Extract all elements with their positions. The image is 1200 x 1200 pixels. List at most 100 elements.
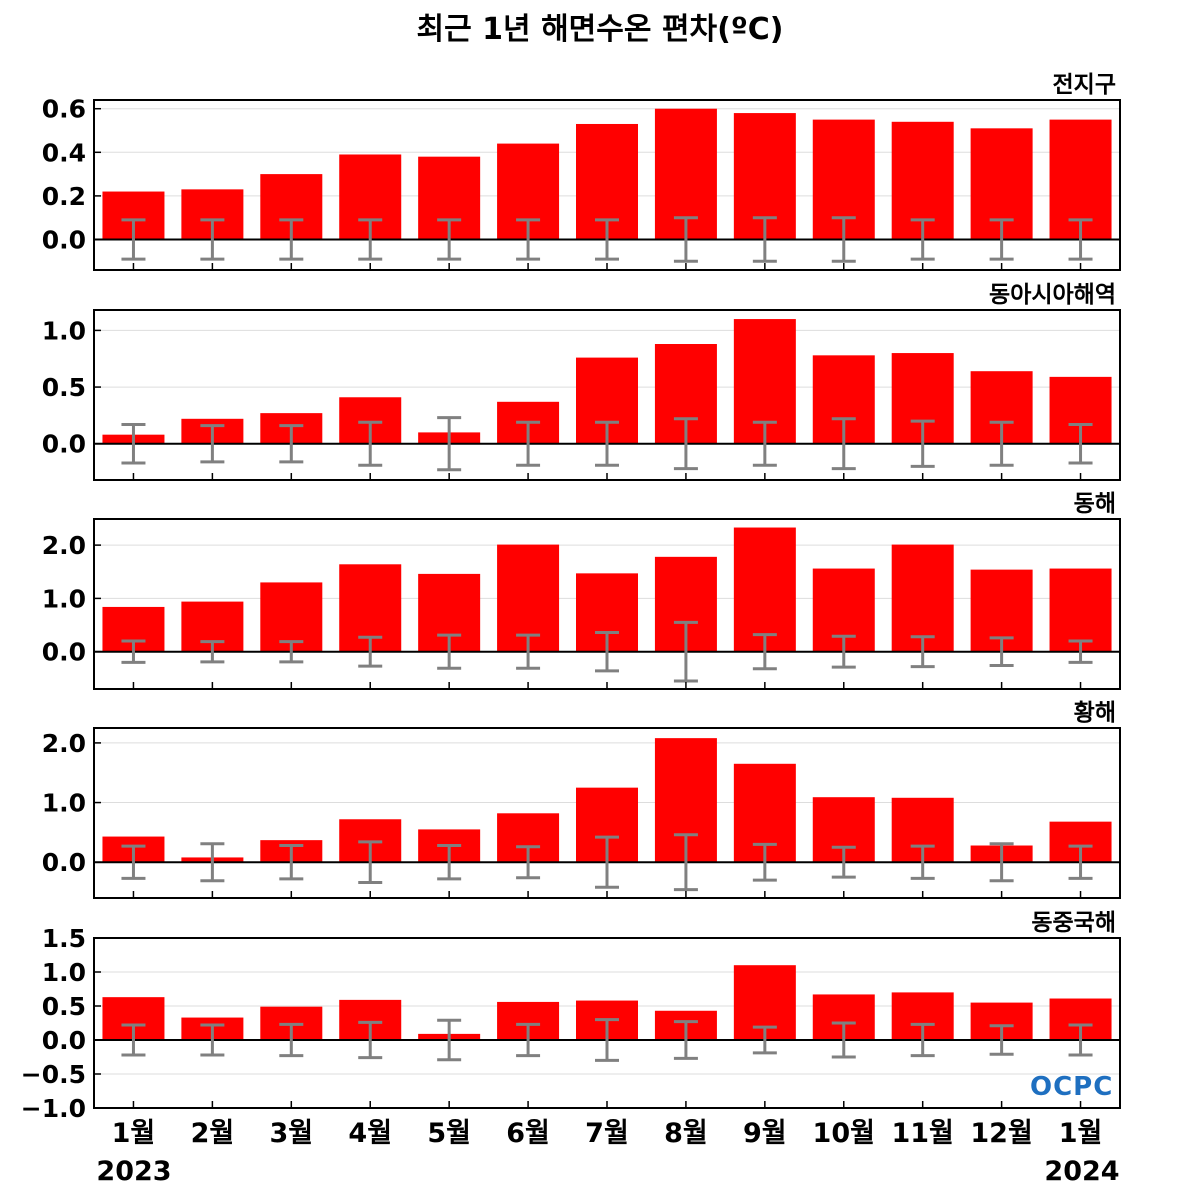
- error-bar: [595, 420, 619, 467]
- panel-3: 0.0 1.0 2.0 동해: [42, 491, 1121, 690]
- y-tick-label: 1.0: [42, 316, 86, 345]
- error-bar: [910, 1022, 935, 1058]
- error-bar: [989, 842, 1014, 883]
- y-tick-label: 0.0: [42, 225, 86, 254]
- error-bar: [358, 1020, 383, 1060]
- y-tick-label: 1.0: [42, 789, 86, 818]
- error-bar: [1068, 844, 1093, 880]
- error-bar: [279, 218, 304, 261]
- error-bar: [437, 633, 462, 670]
- y-tick-label: −0.5: [21, 1060, 86, 1089]
- bar: [733, 527, 796, 652]
- panel-5: −1.0 −0.5 0.0 0.5 1.0 1.5 동중국해: [21, 910, 1121, 1123]
- error-bar: [673, 1020, 698, 1060]
- error-bar: [752, 1025, 777, 1055]
- panel-4: 0.0 1.0 2.0 황해: [42, 700, 1121, 899]
- x-tick-label: 1월: [1059, 1118, 1103, 1149]
- x-tick-label: 7월: [585, 1118, 629, 1149]
- error-bar: [910, 635, 935, 669]
- panel-title: 동아시아해역: [989, 282, 1116, 308]
- error-bar: [752, 216, 777, 263]
- error-bar: [358, 420, 383, 467]
- error-bar: [752, 420, 777, 467]
- year-label-end: 2024: [1044, 1156, 1119, 1187]
- y-tick-label: 0.2: [42, 182, 86, 211]
- error-bar: [121, 1023, 146, 1057]
- x-tick-label: 6월: [506, 1118, 550, 1149]
- y-tick-label: 2.0: [42, 531, 86, 560]
- error-bar: [595, 631, 619, 673]
- x-tick-label: 10월: [813, 1118, 875, 1149]
- error-bar: [200, 218, 225, 261]
- y-tick-label: 2.0: [42, 729, 86, 758]
- error-bar: [358, 840, 383, 884]
- error-bar: [279, 640, 304, 664]
- error-bar: [121, 218, 146, 261]
- y-tick-label: −1.0: [21, 1094, 86, 1123]
- y-tick-label: 0.6: [42, 95, 86, 124]
- chart-title: 최근 1년 해면수온 편차(ºC): [416, 12, 784, 47]
- year-label-start: 2023: [96, 1156, 171, 1187]
- error-bar: [437, 844, 462, 881]
- y-tick-label: 0.4: [42, 138, 86, 167]
- error-bar: [358, 635, 383, 668]
- error-bar: [595, 835, 619, 889]
- y-tick-label: 0.5: [42, 992, 86, 1021]
- error-bar: [200, 424, 225, 464]
- error-bar: [752, 633, 777, 671]
- x-tick-label: 9월: [743, 1118, 787, 1149]
- y-tick-label: 0.5: [42, 373, 86, 402]
- bar: [891, 544, 954, 652]
- error-bar: [831, 634, 856, 669]
- error-bar: [910, 419, 935, 468]
- error-bar: [516, 845, 541, 880]
- error-bar: [1068, 1023, 1093, 1057]
- ocpc-logo: OCPC: [1030, 1072, 1114, 1102]
- error-bar: [989, 420, 1014, 467]
- y-tick-label: 1.5: [42, 924, 86, 953]
- error-bar: [989, 1024, 1014, 1056]
- x-tick-label: 5월: [427, 1118, 471, 1149]
- error-bar: [910, 218, 935, 261]
- error-bar: [437, 1018, 462, 1062]
- error-bar: [673, 417, 698, 471]
- error-bar: [1068, 639, 1093, 664]
- error-bar: [358, 218, 383, 261]
- error-bar: [200, 640, 225, 664]
- error-bar: [595, 218, 619, 261]
- error-bar: [200, 842, 225, 883]
- y-tick-label: 0.0: [42, 1026, 86, 1055]
- error-bar: [516, 218, 541, 261]
- error-bar: [595, 1018, 619, 1062]
- x-tick-label: 1월: [112, 1118, 156, 1149]
- panel-title: 동중국해: [1031, 910, 1116, 936]
- error-bar: [437, 416, 462, 472]
- error-bar: [673, 833, 698, 892]
- error-bar: [279, 424, 304, 464]
- error-bar: [279, 844, 304, 881]
- error-bar: [437, 218, 462, 261]
- error-bar: [673, 620, 698, 683]
- x-tick-label: 3월: [269, 1118, 313, 1149]
- panel-2: 0.0 0.5 1.0 동아시아해역: [42, 282, 1121, 481]
- error-bar: [121, 422, 146, 465]
- error-bar: [516, 633, 541, 670]
- bar: [1049, 568, 1112, 652]
- error-bar: [516, 420, 541, 467]
- error-bar: [279, 1022, 304, 1058]
- x-tick-label: 4월: [348, 1118, 392, 1149]
- y-tick-label: 1.0: [42, 584, 86, 613]
- error-bar: [121, 639, 146, 664]
- error-bar: [1068, 218, 1093, 261]
- panel-title: 전지구: [1053, 72, 1116, 98]
- error-bar: [989, 218, 1014, 261]
- y-tick-label: 1.0: [42, 958, 86, 987]
- error-bar: [673, 216, 698, 263]
- x-tick-label: 12월: [970, 1118, 1032, 1149]
- panel-title: 동해: [1074, 491, 1116, 517]
- panel-1: 0.0 0.2 0.4 0.6 전지구: [42, 72, 1121, 271]
- error-bar: [1068, 422, 1093, 465]
- error-bar: [516, 1022, 541, 1058]
- error-bar: [910, 844, 935, 880]
